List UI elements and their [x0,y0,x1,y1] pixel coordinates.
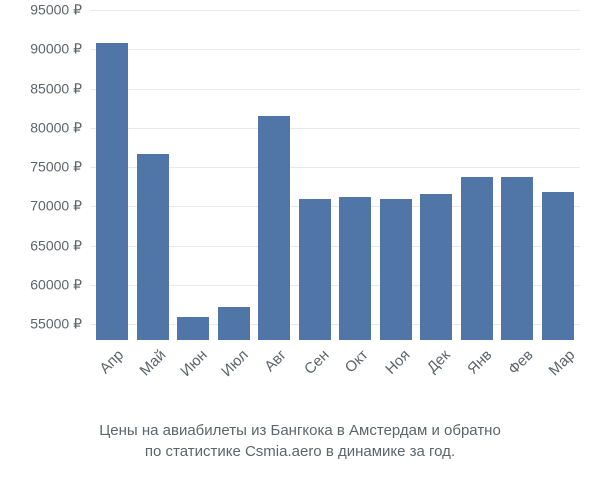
ytick-label: 85000 ₽ [0,80,82,97]
bar [339,197,371,340]
bar [137,154,169,340]
ytick-label: 55000 ₽ [0,316,82,333]
plot-area [90,10,580,340]
bar [380,199,412,340]
bar-slot [538,10,579,340]
bar [299,199,331,340]
xlabel-slot: Мар [539,344,580,414]
ytick-label: 80000 ₽ [0,119,82,136]
bar [420,194,452,340]
xlabel-slot: Ноя [376,344,417,414]
bar-slot [214,10,255,340]
xlabel-slot: Фев [498,344,539,414]
price-chart: 55000 ₽ 60000 ₽ 65000 ₽ 70000 ₽ 75000 ₽ 80000… [0,0,600,500]
xlabel-slot: Дек [417,344,458,414]
bar-slot [92,10,133,340]
bar-slot [295,10,336,340]
bar [501,177,533,340]
xlabel-slot: Апр [90,344,131,414]
ytick-label: 65000 ₽ [0,237,82,254]
x-axis-labels: Апр МайИюнИюл Авг Сен Окт Ноя Дек Янв ФевМар [90,344,580,414]
xtick-label: Мар [545,346,578,379]
xlabel-slot: Сен [294,344,335,414]
bar-slot [376,10,417,340]
bar-slot [173,10,214,340]
xtick-label: Май [137,346,170,379]
xtick-label: Сен [301,346,332,377]
caption-line-1: Цены на авиабилеты из Бангкока в Амстерд… [99,422,501,439]
xlabel-slot: Июн [172,344,213,414]
bar-slot [335,10,376,340]
xlabel-slot: Авг [253,344,294,414]
xlabel-slot: Май [131,344,172,414]
xtick-label: Авг [261,346,290,375]
bar [218,307,250,340]
bar-slot [416,10,457,340]
caption-line-2: по статистике Csmia.aero в динамике за г… [145,443,455,460]
bars-container [90,10,580,340]
bar [461,177,493,340]
xtick-label: Окт [342,346,372,376]
xtick-label: Фев [505,346,537,378]
ytick-label: 60000 ₽ [0,277,82,294]
xtick-label: Ноя [382,346,413,377]
xtick-label: Июл [218,346,252,380]
xtick-label: Дек [424,346,454,376]
bar [96,43,128,340]
bar [258,116,290,340]
chart-caption: Цены на авиабилеты из Бангкока в Амстерд… [0,420,600,462]
xtick-label: Янв [464,346,495,377]
xtick-label: Апр [97,346,128,377]
bar-slot [133,10,174,340]
bar-slot [497,10,538,340]
ytick-label: 95000 ₽ [0,2,82,19]
bar [177,317,209,340]
bar [542,192,574,340]
xlabel-slot: Июл [212,344,253,414]
bar-slot [457,10,498,340]
xlabel-slot: Янв [457,344,498,414]
xlabel-slot: Окт [335,344,376,414]
bar-slot [254,10,295,340]
ytick-label: 75000 ₽ [0,159,82,176]
ytick-label: 90000 ₽ [0,41,82,58]
xtick-label: Июн [177,346,210,379]
ytick-label: 70000 ₽ [0,198,82,215]
